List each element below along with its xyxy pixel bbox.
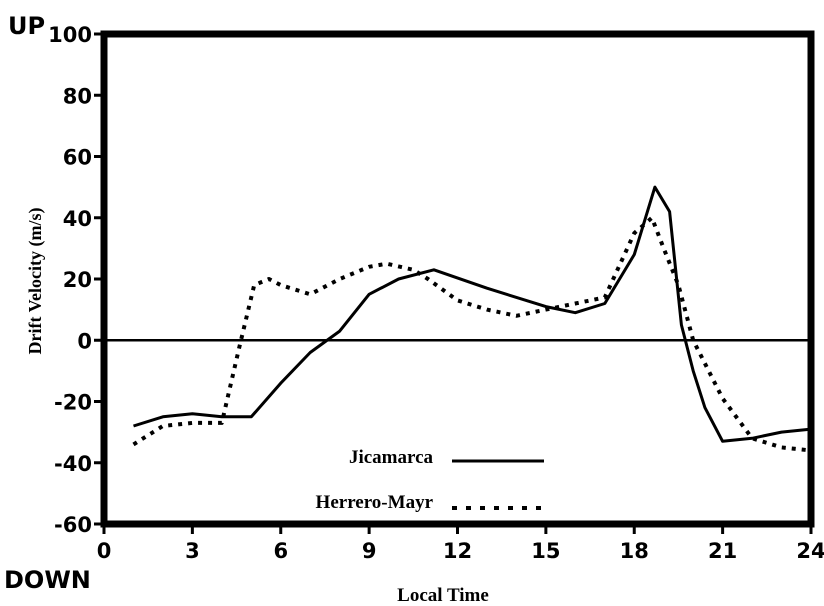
x-tick-label: 24 xyxy=(796,539,824,563)
axes-group: -60 -40 -20 0 20 40 60 80 100 0 3 6 9 12 15 18 21 24 xyxy=(48,23,824,563)
text-group: UP DOWN Local Time Drift Velocity (m/s) xyxy=(4,12,489,606)
y-tick-label: 60 xyxy=(63,146,92,170)
y-tick-label: 80 xyxy=(63,84,92,108)
series-line-jicamarca xyxy=(133,185,812,443)
y-tick-label: 40 xyxy=(63,207,92,231)
x-axis-label: Local Time xyxy=(397,585,489,606)
x-tick-label: 18 xyxy=(620,539,649,563)
x-tick-label: 21 xyxy=(708,539,737,563)
series-group xyxy=(132,185,812,453)
x-tick-label: 6 xyxy=(273,539,288,563)
legend: Jicamarca Herrero-Mayr xyxy=(316,447,544,513)
x-tick-label: 15 xyxy=(531,539,560,563)
x-tick-label: 9 xyxy=(362,539,377,563)
legend-label: Jicamarca xyxy=(349,447,434,468)
x-tick-label: 12 xyxy=(443,539,472,563)
y-tick-label: -60 xyxy=(54,513,92,537)
y-tick-label: 100 xyxy=(48,23,92,47)
legend-label: Herrero-Mayr xyxy=(316,492,434,513)
up-label: UP xyxy=(8,12,45,40)
y-tick-label: 0 xyxy=(77,329,92,353)
y-tick-label: -20 xyxy=(54,391,92,415)
y-axis-label: Drift Velocity (m/s) xyxy=(25,208,46,355)
down-label: DOWN xyxy=(4,566,91,594)
x-tick-label: 0 xyxy=(97,539,112,563)
y-tick-label: 20 xyxy=(63,268,92,292)
x-tick-label: 3 xyxy=(185,539,200,563)
y-tick-label: -40 xyxy=(54,452,92,476)
